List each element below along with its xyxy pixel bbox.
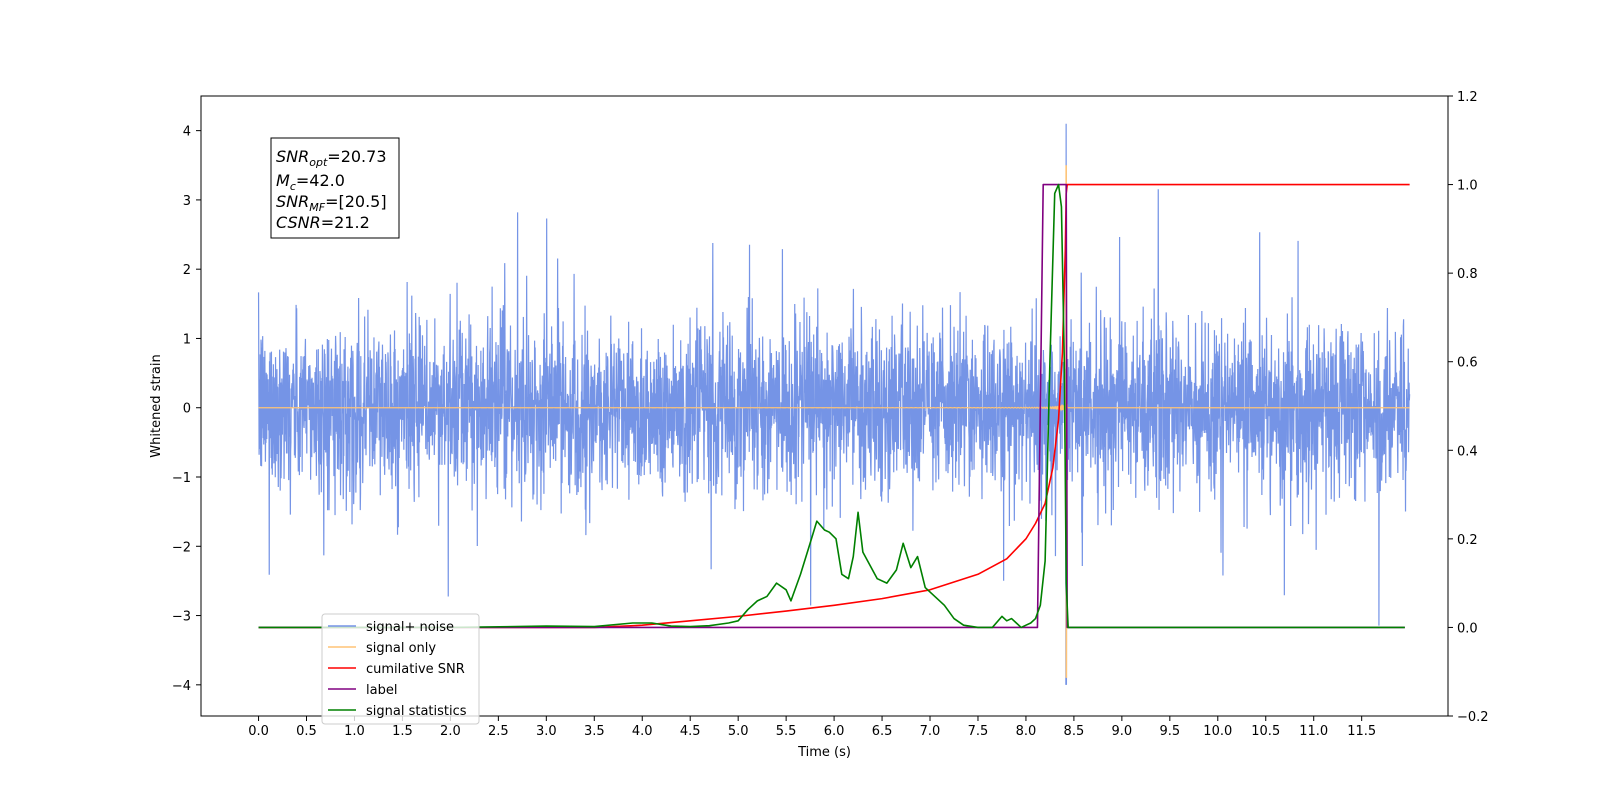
x-tick-label: 0.0 <box>248 724 269 739</box>
legend-label-cumilative-snr: cumilative SNR <box>366 662 465 677</box>
x-tick-label: 1.5 <box>392 724 413 739</box>
y-tick-label: −1 <box>172 471 191 486</box>
legend-label-signal-noise: signal+ noise <box>366 620 454 635</box>
x-tick-label: 8.0 <box>1016 724 1037 739</box>
y-tick-label: 4 <box>183 125 191 140</box>
series-signal-statistics <box>258 183 1405 629</box>
x-tick-label: 2.5 <box>488 724 509 739</box>
annotation-csnr: CSNR=21.2 <box>276 213 370 232</box>
x-tick-label: 11.0 <box>1299 724 1328 739</box>
x-tick-label: 6.0 <box>824 724 845 739</box>
x-tick-label: 10.5 <box>1251 724 1280 739</box>
x-tick-label: 7.0 <box>920 724 941 739</box>
y2-tick-label: 0.0 <box>1457 621 1478 636</box>
plot-frame <box>200 95 1449 717</box>
annotation-mc: Mc=42.0 <box>276 171 345 193</box>
x-tick-label: 5.0 <box>728 724 749 739</box>
series-layer <box>257 123 1411 685</box>
x-tick-label: 5.5 <box>776 724 797 739</box>
y2-tick-label: 1.2 <box>1457 90 1478 105</box>
x-tick-label: 1.0 <box>344 724 365 739</box>
y-tick-label: −4 <box>172 679 191 694</box>
x-tick-label: 4.5 <box>680 724 701 739</box>
y-axis-label: Whitened strain <box>149 354 164 457</box>
y-tick-label: 3 <box>183 194 191 209</box>
annotation-snr-opt: SNRopt=20.73 <box>276 147 387 169</box>
legend-label-signal-statistics: signal statistics <box>366 704 467 719</box>
x-tick-label: 7.5 <box>968 724 989 739</box>
series-signal-noise <box>257 123 1411 685</box>
legend: signal+ noise signal only cumilative SNR… <box>321 613 480 725</box>
y-tick-label: 2 <box>183 263 191 278</box>
x-tick-label: 0.5 <box>296 724 317 739</box>
x-tick-label: 8.5 <box>1064 724 1085 739</box>
annotation-frame <box>270 137 400 239</box>
x-tick-label: 9.0 <box>1112 724 1133 739</box>
y2-tick-label: −0.2 <box>1457 710 1489 725</box>
x-tick-label: 9.5 <box>1159 724 1180 739</box>
x-tick-label: 4.0 <box>632 724 653 739</box>
series-cumilative-snr <box>258 183 1410 629</box>
y2-tick-label: 0.8 <box>1457 267 1478 282</box>
x-axis: 0.0 0.5 1.0 1.5 2.0 2.5 3.0 3.5 4.0 4.5 5.0 5.5 6.0 6… <box>248 716 1376 739</box>
annotation-box: SNRopt=20.73 Mc=42.0 SNRMF=[20.5] CSNR=2… <box>270 137 400 239</box>
legend-label-label: label <box>366 683 397 698</box>
y2-tick-label: 1.0 <box>1457 179 1478 194</box>
x-tick-label: 3.5 <box>584 724 605 739</box>
y-tick-label: 0 <box>183 402 191 417</box>
annotation-snr-mf: SNRMF=[20.5] <box>276 192 387 214</box>
legend-frame <box>321 613 480 725</box>
x-tick-label: 3.0 <box>536 724 557 739</box>
x-axis-label: Time (s) <box>797 745 851 760</box>
y-axis-right: 1.2 1.0 0.8 0.6 0.4 0.2 0.0 −0.2 <box>1448 90 1489 725</box>
y2-tick-label: 0.6 <box>1457 356 1478 371</box>
y-tick-label: 1 <box>183 332 191 347</box>
y2-tick-label: 0.4 <box>1457 444 1478 459</box>
y2-tick-label: 0.2 <box>1457 533 1478 548</box>
y-tick-label: −2 <box>172 540 191 555</box>
x-tick-label: 10.0 <box>1203 724 1232 739</box>
y-tick-label: −3 <box>172 610 191 625</box>
legend-label-signal-only: signal only <box>366 641 436 656</box>
series-signal-only <box>258 165 1410 678</box>
x-tick-label: 11.5 <box>1347 724 1376 739</box>
x-tick-label: 2.0 <box>440 724 461 739</box>
y-axis-left: 4 3 2 1 0 −1 −2 −3 −4 <box>172 125 201 694</box>
x-tick-label: 6.5 <box>872 724 893 739</box>
